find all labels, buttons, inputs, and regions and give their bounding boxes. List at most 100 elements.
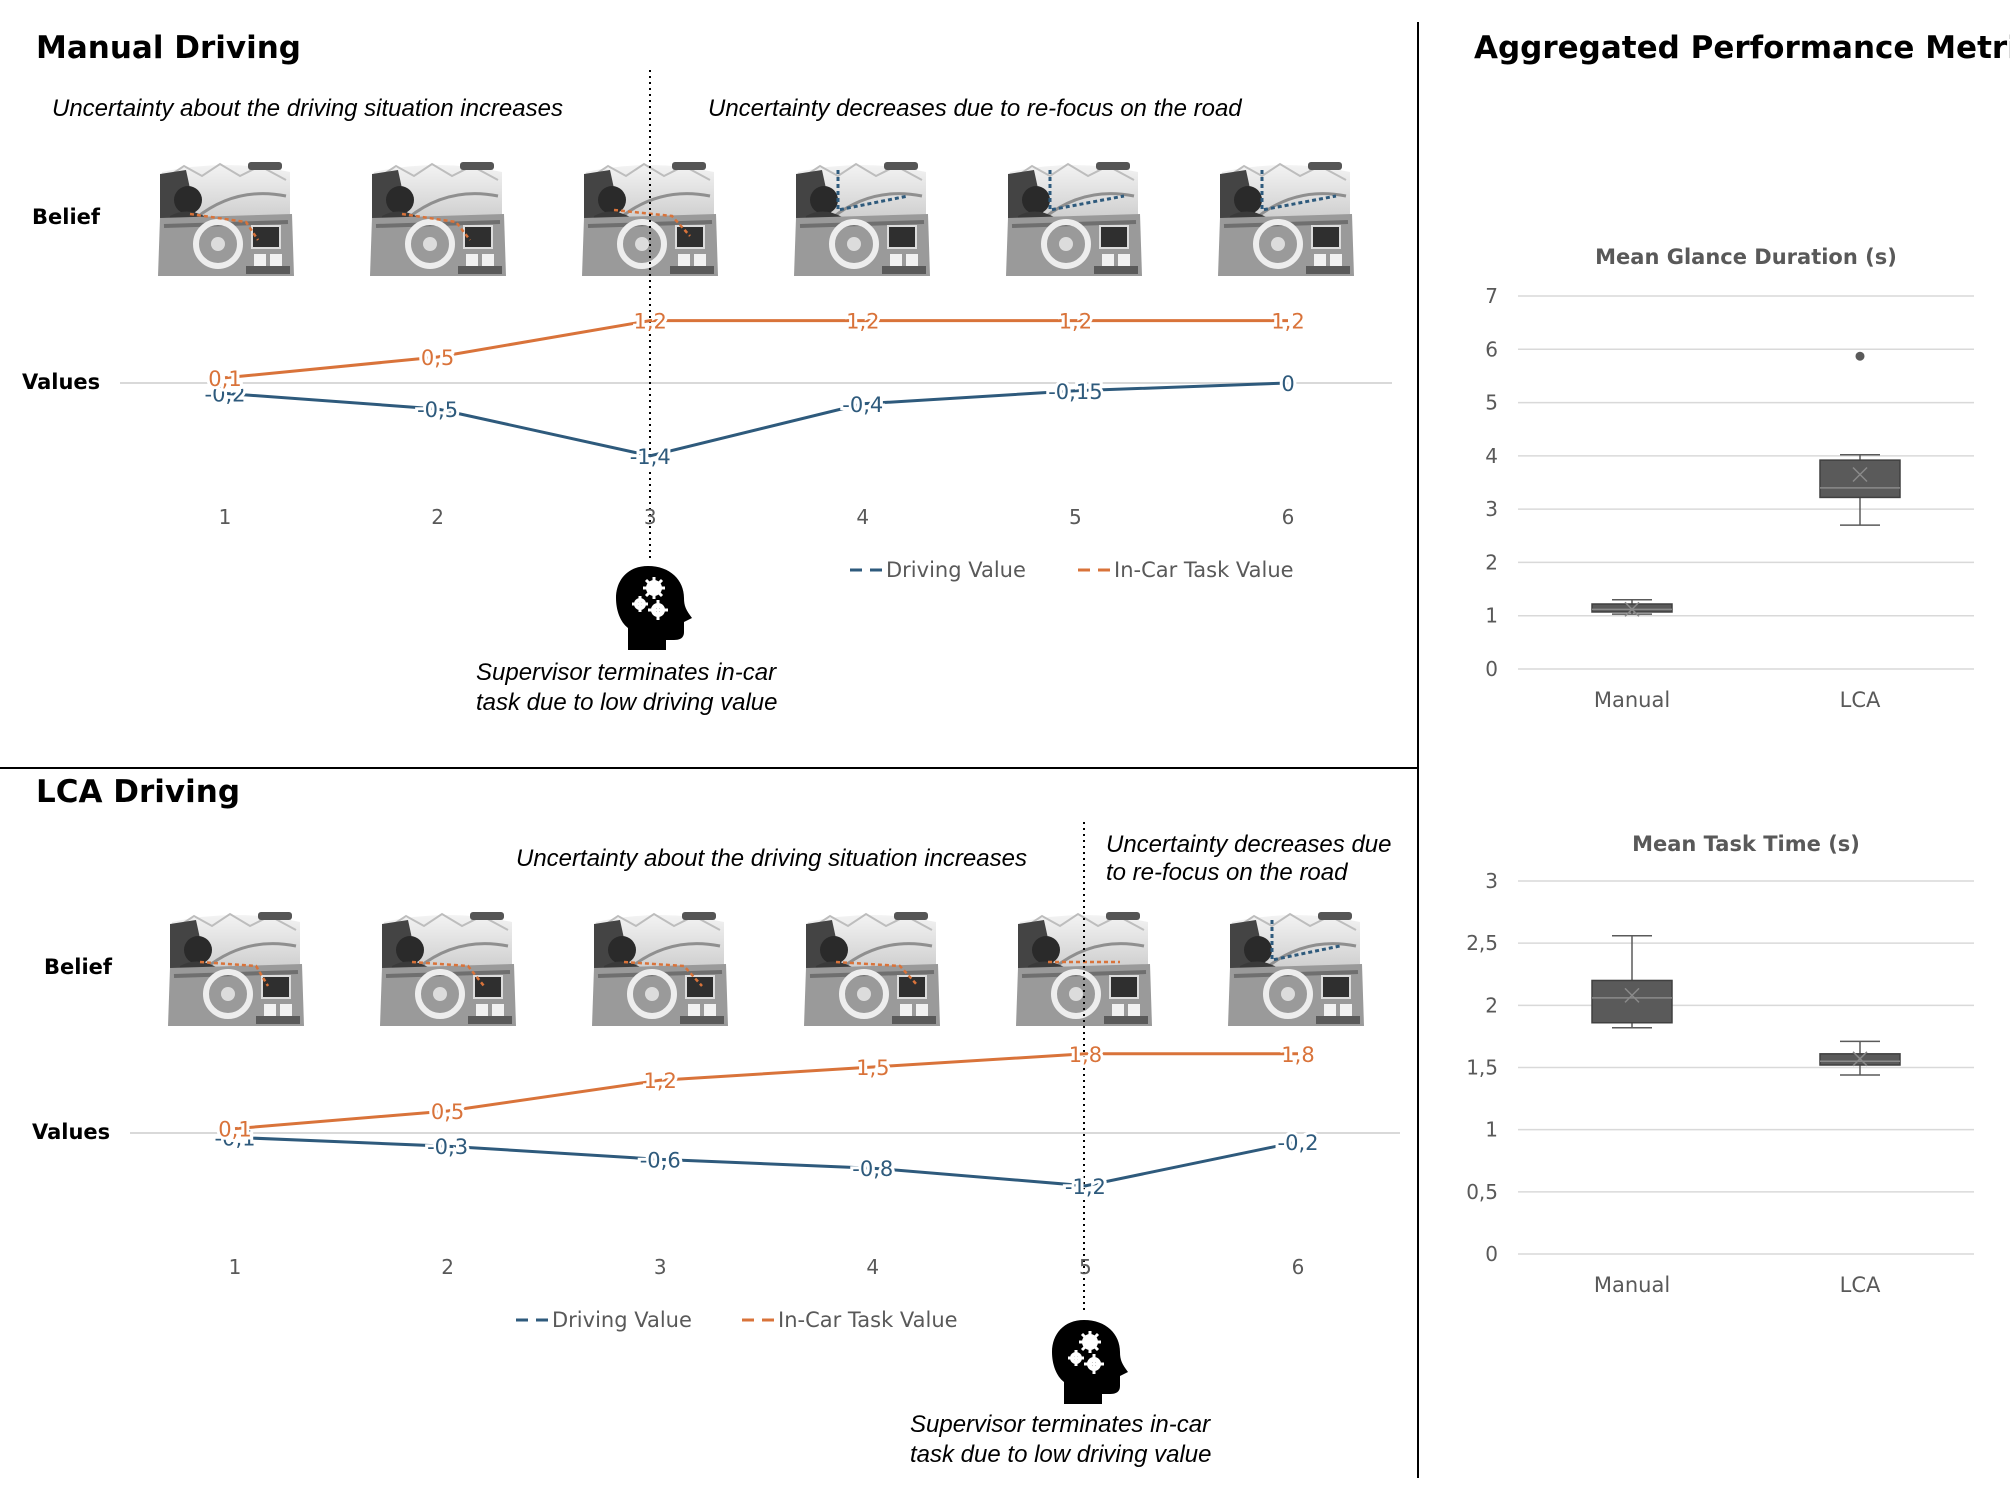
manual-supervisor-line2: task due to low driving value xyxy=(476,689,778,716)
category-label: Manual xyxy=(1594,1273,1670,1297)
category-label: LCA xyxy=(1840,1273,1881,1297)
manual-belief-images xyxy=(156,156,1356,276)
incar-value-label: 1,2 xyxy=(633,310,666,334)
lca-belief-images xyxy=(166,906,1366,1026)
y-tick-label: 0 xyxy=(1485,1242,1498,1266)
incar-value-label: 0,1 xyxy=(208,367,241,391)
legend-incar-label: In-Car Task Value xyxy=(1114,558,1294,582)
manual-title: Manual Driving xyxy=(36,30,301,66)
driver-cockpit-image xyxy=(1216,156,1356,276)
y-tick-label: 7 xyxy=(1485,284,1498,308)
category-label: LCA xyxy=(1840,688,1881,712)
manual-values-chart: -0,2 -0,5 -1,4 -0,4 -0,15 0 0,1 0,5 1,2 1,2 1,2 1,2… xyxy=(202,307,1308,582)
mean-marker xyxy=(1624,601,1640,617)
driving-value-label: -0,2 xyxy=(1278,1131,1319,1155)
boxplot-title: Mean Glance Duration (s) xyxy=(1595,245,1897,269)
driving-value-line xyxy=(234,1135,1299,1188)
incar-value-label: 0,5 xyxy=(431,1100,464,1124)
y-tick-label: 5 xyxy=(1485,391,1498,415)
driving-value-label: -0,15 xyxy=(1048,380,1102,404)
incar-value-label: 1,8 xyxy=(1069,1043,1102,1067)
driver-cockpit-image xyxy=(166,906,306,1026)
lca-annotation-right-line2: to re-focus on the road xyxy=(1106,859,1348,886)
aggregated-title: Aggregated Performance Metrics xyxy=(1474,30,2010,66)
x-tick-label: 4 xyxy=(866,1255,879,1279)
lca-supervisor-line1: Supervisor terminates in-car xyxy=(910,1411,1211,1438)
manual-values-label: Values xyxy=(22,370,100,394)
lca-annotation-left: Uncertainty about the driving situation … xyxy=(516,845,1027,872)
incar-value-label: 1,8 xyxy=(1281,1043,1314,1067)
y-tick-label: 6 xyxy=(1485,337,1498,361)
driving-value-label: -0,3 xyxy=(427,1135,468,1159)
glance-duration-boxplot: Mean Glance Duration (s) 0 1 2 3 4 5 6 7 Manual LC… xyxy=(1485,245,1974,712)
y-tick-label: 1 xyxy=(1485,604,1498,628)
lca-title: LCA Driving xyxy=(36,774,240,810)
legend-driving-label: Driving Value xyxy=(886,558,1026,582)
driving-value-label: -1,4 xyxy=(630,445,671,469)
x-tick-label: 6 xyxy=(1292,1255,1305,1279)
y-tick-label: 4 xyxy=(1485,444,1498,468)
driver-cockpit-image xyxy=(792,156,932,276)
lca-values-chart: -0,1 -0,3 -0,6 -0,8 -1,2 -0,2 0,1 0,5 1,2 1,5 1,8 1… xyxy=(212,1040,1322,1332)
incar-value-label: 0,1 xyxy=(218,1118,251,1142)
x-tick-label: 3 xyxy=(654,1255,667,1279)
aggregated-section: Aggregated Performance Metrics Mean Glan… xyxy=(1466,30,2010,1297)
box xyxy=(1591,603,1673,613)
driver-cockpit-image xyxy=(1226,906,1366,1026)
x-tick-label: 1 xyxy=(229,1255,242,1279)
incar-value-line xyxy=(224,319,1288,380)
x-tick-label: 2 xyxy=(441,1255,454,1279)
x-tick-label: 5 xyxy=(1069,505,1082,529)
boxplot-title: Mean Task Time (s) xyxy=(1632,832,1860,856)
x-tick-label: 6 xyxy=(1282,505,1295,529)
y-tick-label: 1 xyxy=(1485,1118,1498,1142)
x-tick-label: 3 xyxy=(644,505,657,529)
mean-marker xyxy=(1852,1051,1868,1067)
incar-value-line xyxy=(234,1052,1298,1131)
lca-belief-label: Belief xyxy=(44,955,113,979)
driving-value-label: -1,2 xyxy=(1065,1175,1106,1199)
driving-value-label: -0,6 xyxy=(640,1148,681,1172)
x-tick-label: 4 xyxy=(856,505,869,529)
y-tick-label: 2 xyxy=(1485,550,1498,574)
x-tick-label: 1 xyxy=(219,505,232,529)
driving-value-label: -0,5 xyxy=(417,398,458,422)
box xyxy=(1819,459,1901,499)
outlier-point xyxy=(1855,351,1865,361)
y-tick-label: 3 xyxy=(1485,869,1498,893)
head-gears-icon xyxy=(614,564,694,652)
y-tick-label: 1,5 xyxy=(1466,1056,1498,1080)
lca-section: LCA Driving Uncertainty about the drivin… xyxy=(32,774,1400,1468)
mean-marker xyxy=(1852,466,1868,483)
manual-section: Manual Driving Uncertainty about the dri… xyxy=(22,30,1392,716)
lca-annotation-right-line1: Uncertainty decreases due xyxy=(1106,831,1392,858)
driving-value-label: -0,8 xyxy=(852,1157,893,1181)
driver-cockpit-image xyxy=(590,906,730,1026)
mean-marker xyxy=(1624,987,1640,1003)
legend-incar-label: In-Car Task Value xyxy=(778,1308,958,1332)
manual-annotation-right: Uncertainty decreases due to re-focus on… xyxy=(708,95,1242,122)
driving-value-line xyxy=(224,381,1289,458)
x-tick-label: 5 xyxy=(1079,1255,1092,1279)
driver-cockpit-image xyxy=(368,156,508,276)
head-gears-icon xyxy=(1050,1318,1130,1406)
driving-value-label: -0,4 xyxy=(842,393,883,417)
y-tick-label: 0,5 xyxy=(1466,1180,1498,1204)
lca-supervisor-line2: task due to low driving value xyxy=(910,1441,1212,1468)
incar-value-label: 0,5 xyxy=(421,346,454,370)
driving-value-label: -0,2 xyxy=(205,382,246,406)
incar-value-label: 1,2 xyxy=(1271,310,1304,334)
driver-cockpit-image xyxy=(1004,156,1144,276)
x-tick-label: 2 xyxy=(431,505,444,529)
y-tick-label: 2 xyxy=(1485,993,1498,1017)
incar-value-label: 1,2 xyxy=(643,1069,676,1093)
legend-driving-label: Driving Value xyxy=(552,1308,692,1332)
driving-value-label: 0 xyxy=(1281,372,1294,396)
driver-cockpit-image xyxy=(156,156,296,276)
y-tick-label: 3 xyxy=(1485,497,1498,521)
y-tick-label: 2,5 xyxy=(1466,931,1498,955)
y-tick-label: 0 xyxy=(1485,657,1498,681)
driving-value-label: -0,1 xyxy=(215,1126,256,1150)
driver-cockpit-image xyxy=(378,906,518,1026)
